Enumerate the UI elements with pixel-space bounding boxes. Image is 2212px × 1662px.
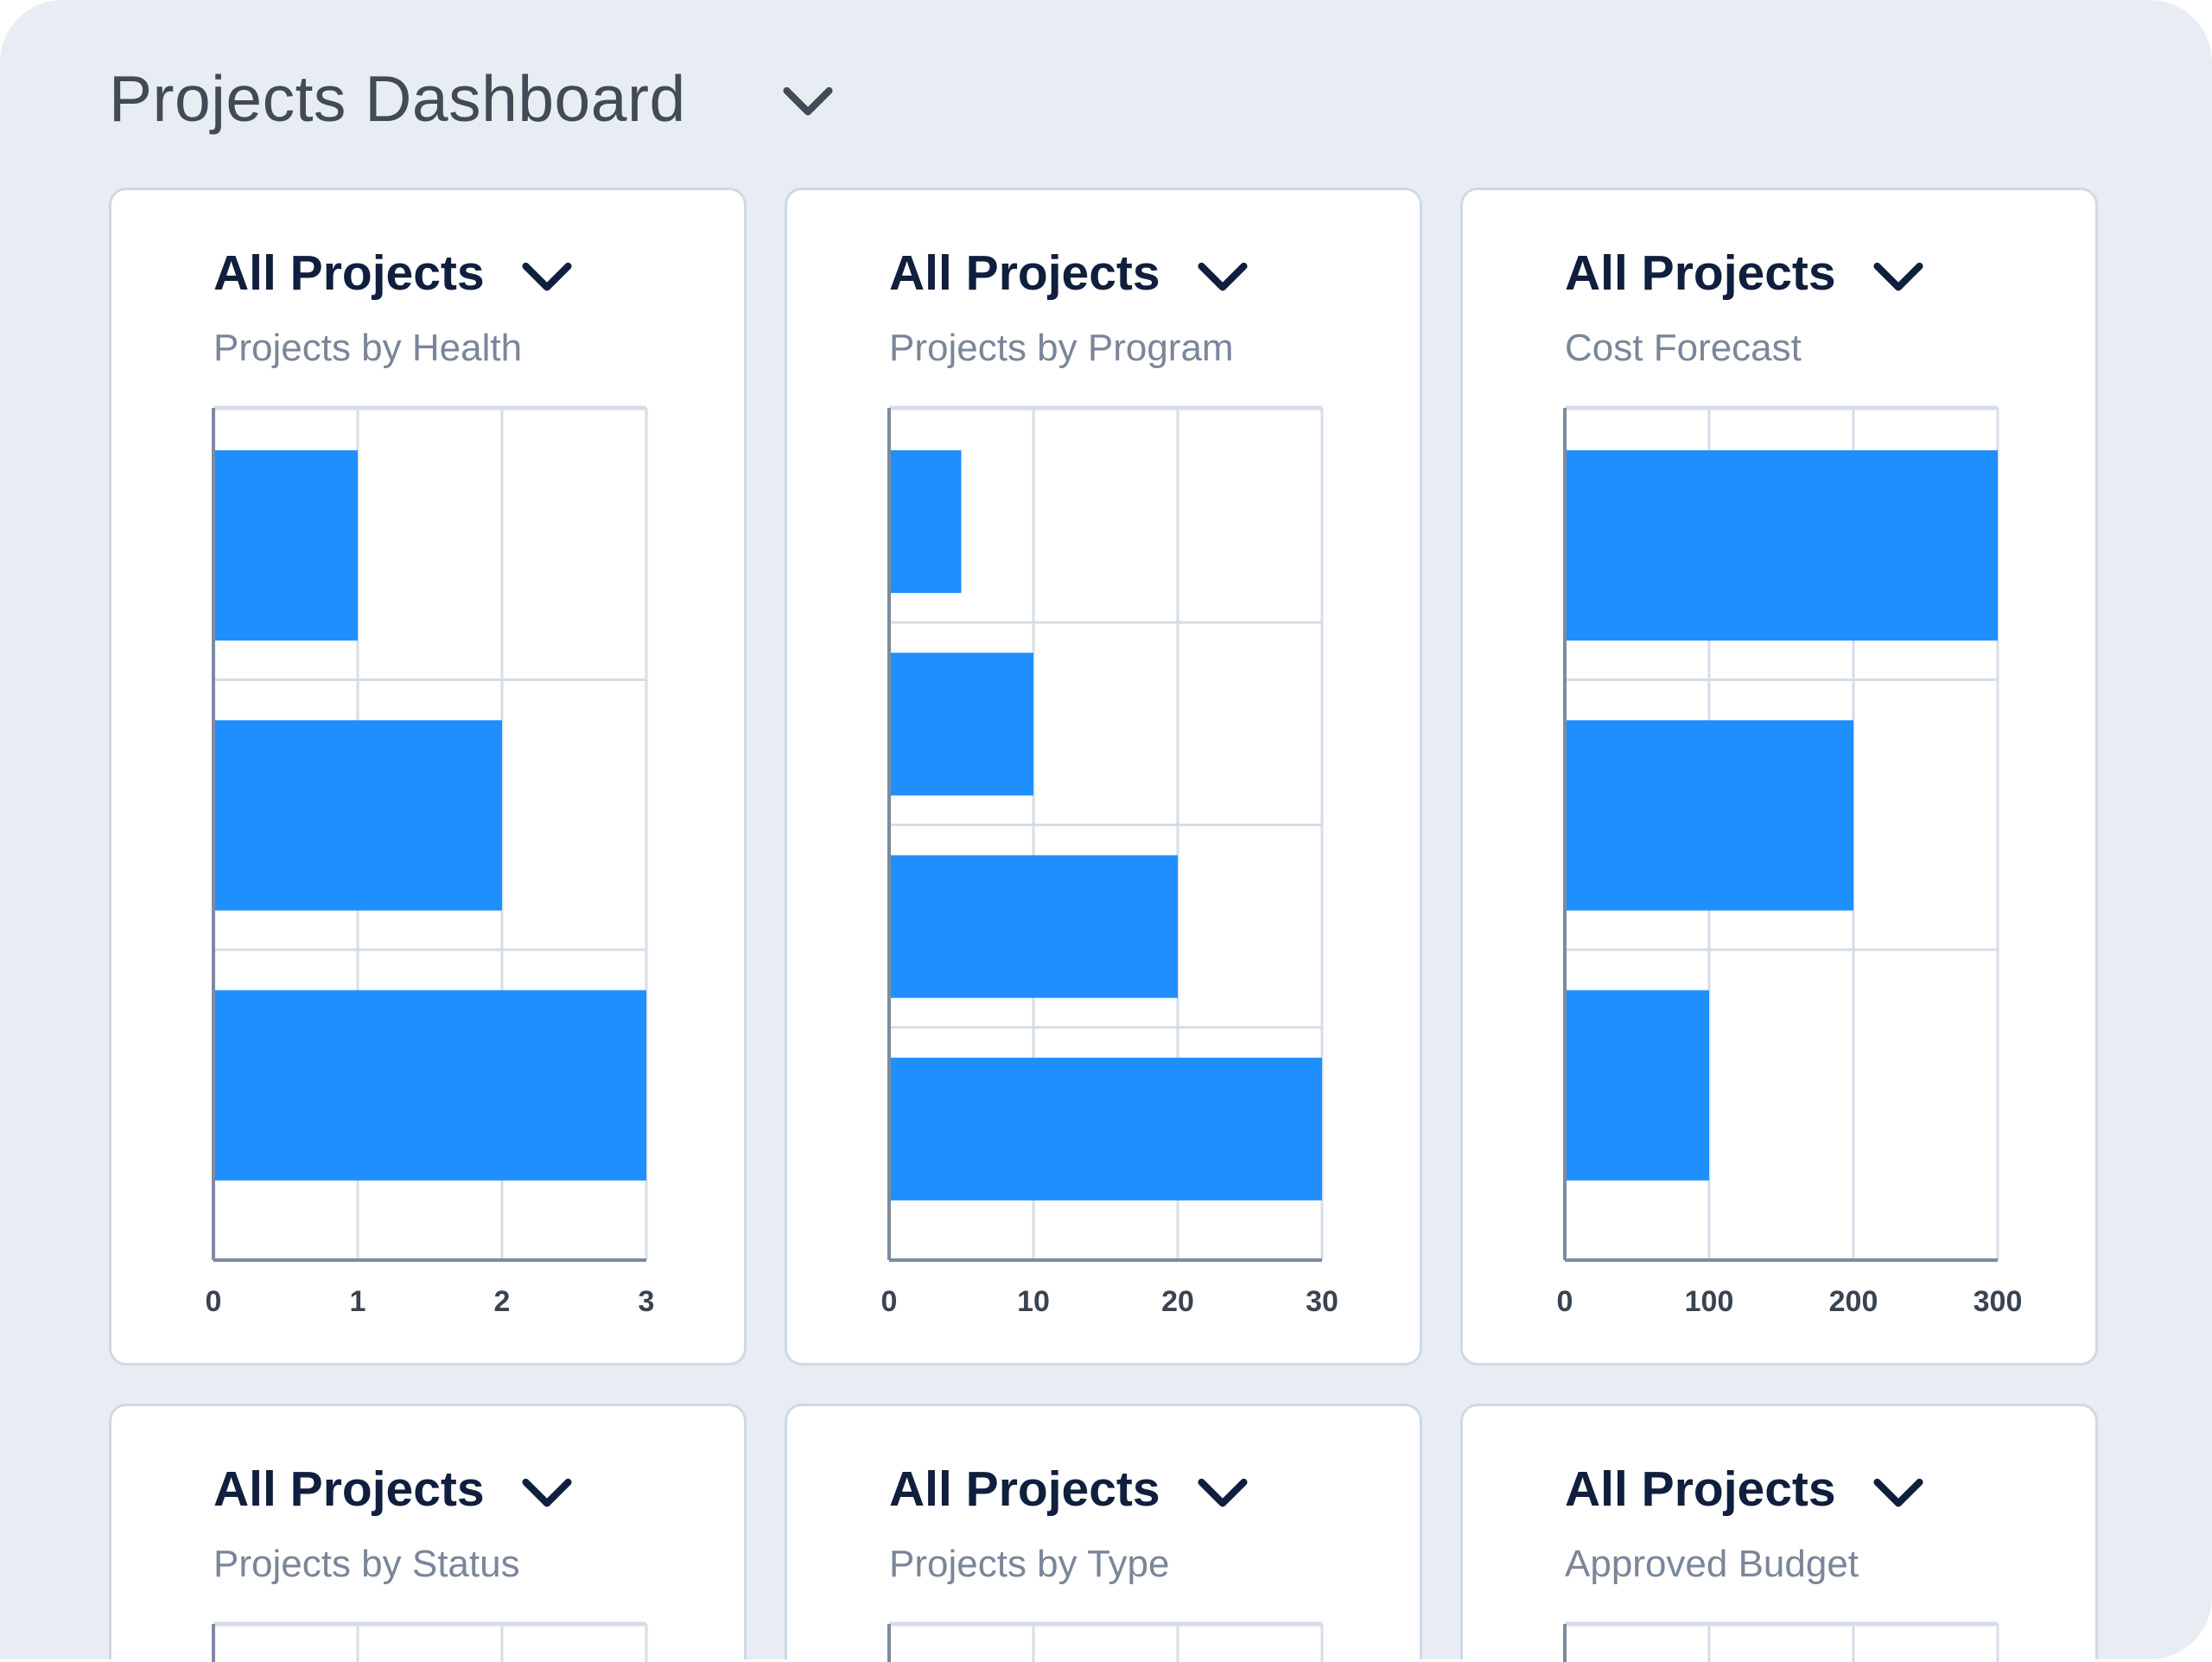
x-tick-label: 0 <box>1557 1285 1573 1318</box>
x-tick-label: 2 <box>494 1285 511 1318</box>
chart-subtitle: Projects by Status <box>213 1543 520 1585</box>
bar <box>889 1057 1322 1200</box>
bar-chart <box>1563 1621 1999 1662</box>
project-filter-dropdown[interactable]: All Projects <box>1565 1461 1836 1517</box>
x-tick-label: 20 <box>1161 1285 1194 1318</box>
chevron-down-icon[interactable] <box>1872 1474 1925 1513</box>
bar <box>889 450 962 594</box>
x-tick-label: 1 <box>350 1285 366 1318</box>
chart-subtitle: Projects by Health <box>213 327 523 369</box>
x-tick-label: 30 <box>1306 1285 1338 1318</box>
bar <box>1565 450 1998 641</box>
bar <box>889 855 1178 998</box>
chevron-down-icon[interactable] <box>520 1474 574 1513</box>
project-filter-dropdown[interactable]: All Projects <box>889 1461 1160 1517</box>
chart-card-approved-budget: All Projects Approved Budget <box>1460 1404 2098 1662</box>
chart-card-health: All Projects Projects by Health 0 1 2 3 <box>109 188 747 1366</box>
bar-chart: 0 10 20 30 <box>881 405 1338 1318</box>
bar <box>213 450 358 641</box>
chart-card-type: All Projects Projects by Type <box>785 1404 1422 1662</box>
bar <box>213 720 502 911</box>
chart-subtitle: Projects by Type <box>889 1543 1170 1585</box>
x-tick-label: 200 <box>1829 1285 1878 1318</box>
bar-chart: 0 1 2 3 <box>206 405 655 1318</box>
bar <box>889 653 1033 796</box>
bar-chart <box>887 1621 1324 1662</box>
x-tick-label: 300 <box>1974 1285 2023 1318</box>
bar-chart <box>212 1621 648 1662</box>
project-filter-dropdown[interactable]: All Projects <box>1565 245 1836 301</box>
bar <box>1565 720 1853 911</box>
project-filter-dropdown[interactable]: All Projects <box>889 245 1160 301</box>
chart-subtitle: Projects by Program <box>889 327 1234 369</box>
chart-card-program: All Projects Projects by Program 0 10 20 30 <box>785 188 1422 1366</box>
page-title: Projects Dashboard <box>109 62 686 135</box>
chevron-down-icon[interactable] <box>520 258 574 297</box>
chevron-down-icon[interactable] <box>781 82 835 122</box>
chart-subtitle: Approved Budget <box>1565 1543 1859 1585</box>
chevron-down-icon[interactable] <box>1872 258 1925 297</box>
x-tick-label: 0 <box>881 1285 898 1318</box>
x-tick-label: 0 <box>206 1285 222 1318</box>
bar-chart: 0 100 200 300 <box>1557 405 2023 1318</box>
chevron-down-icon[interactable] <box>1196 258 1249 297</box>
chart-card-status: All Projects Projects by Status <box>109 1404 747 1662</box>
chart-subtitle: Cost Forecast <box>1565 327 1802 369</box>
project-filter-dropdown[interactable]: All Projects <box>213 1461 485 1517</box>
x-tick-label: 3 <box>639 1285 655 1318</box>
project-filter-dropdown[interactable]: All Projects <box>213 245 485 301</box>
bar <box>213 990 646 1181</box>
x-tick-label: 10 <box>1017 1285 1050 1318</box>
x-tick-label: 100 <box>1685 1285 1734 1318</box>
chart-card-cost-forecast: All Projects Cost Forecast 0 100 200 300 <box>1460 188 2098 1366</box>
chevron-down-icon[interactable] <box>1196 1474 1249 1513</box>
bar <box>1565 990 1709 1181</box>
